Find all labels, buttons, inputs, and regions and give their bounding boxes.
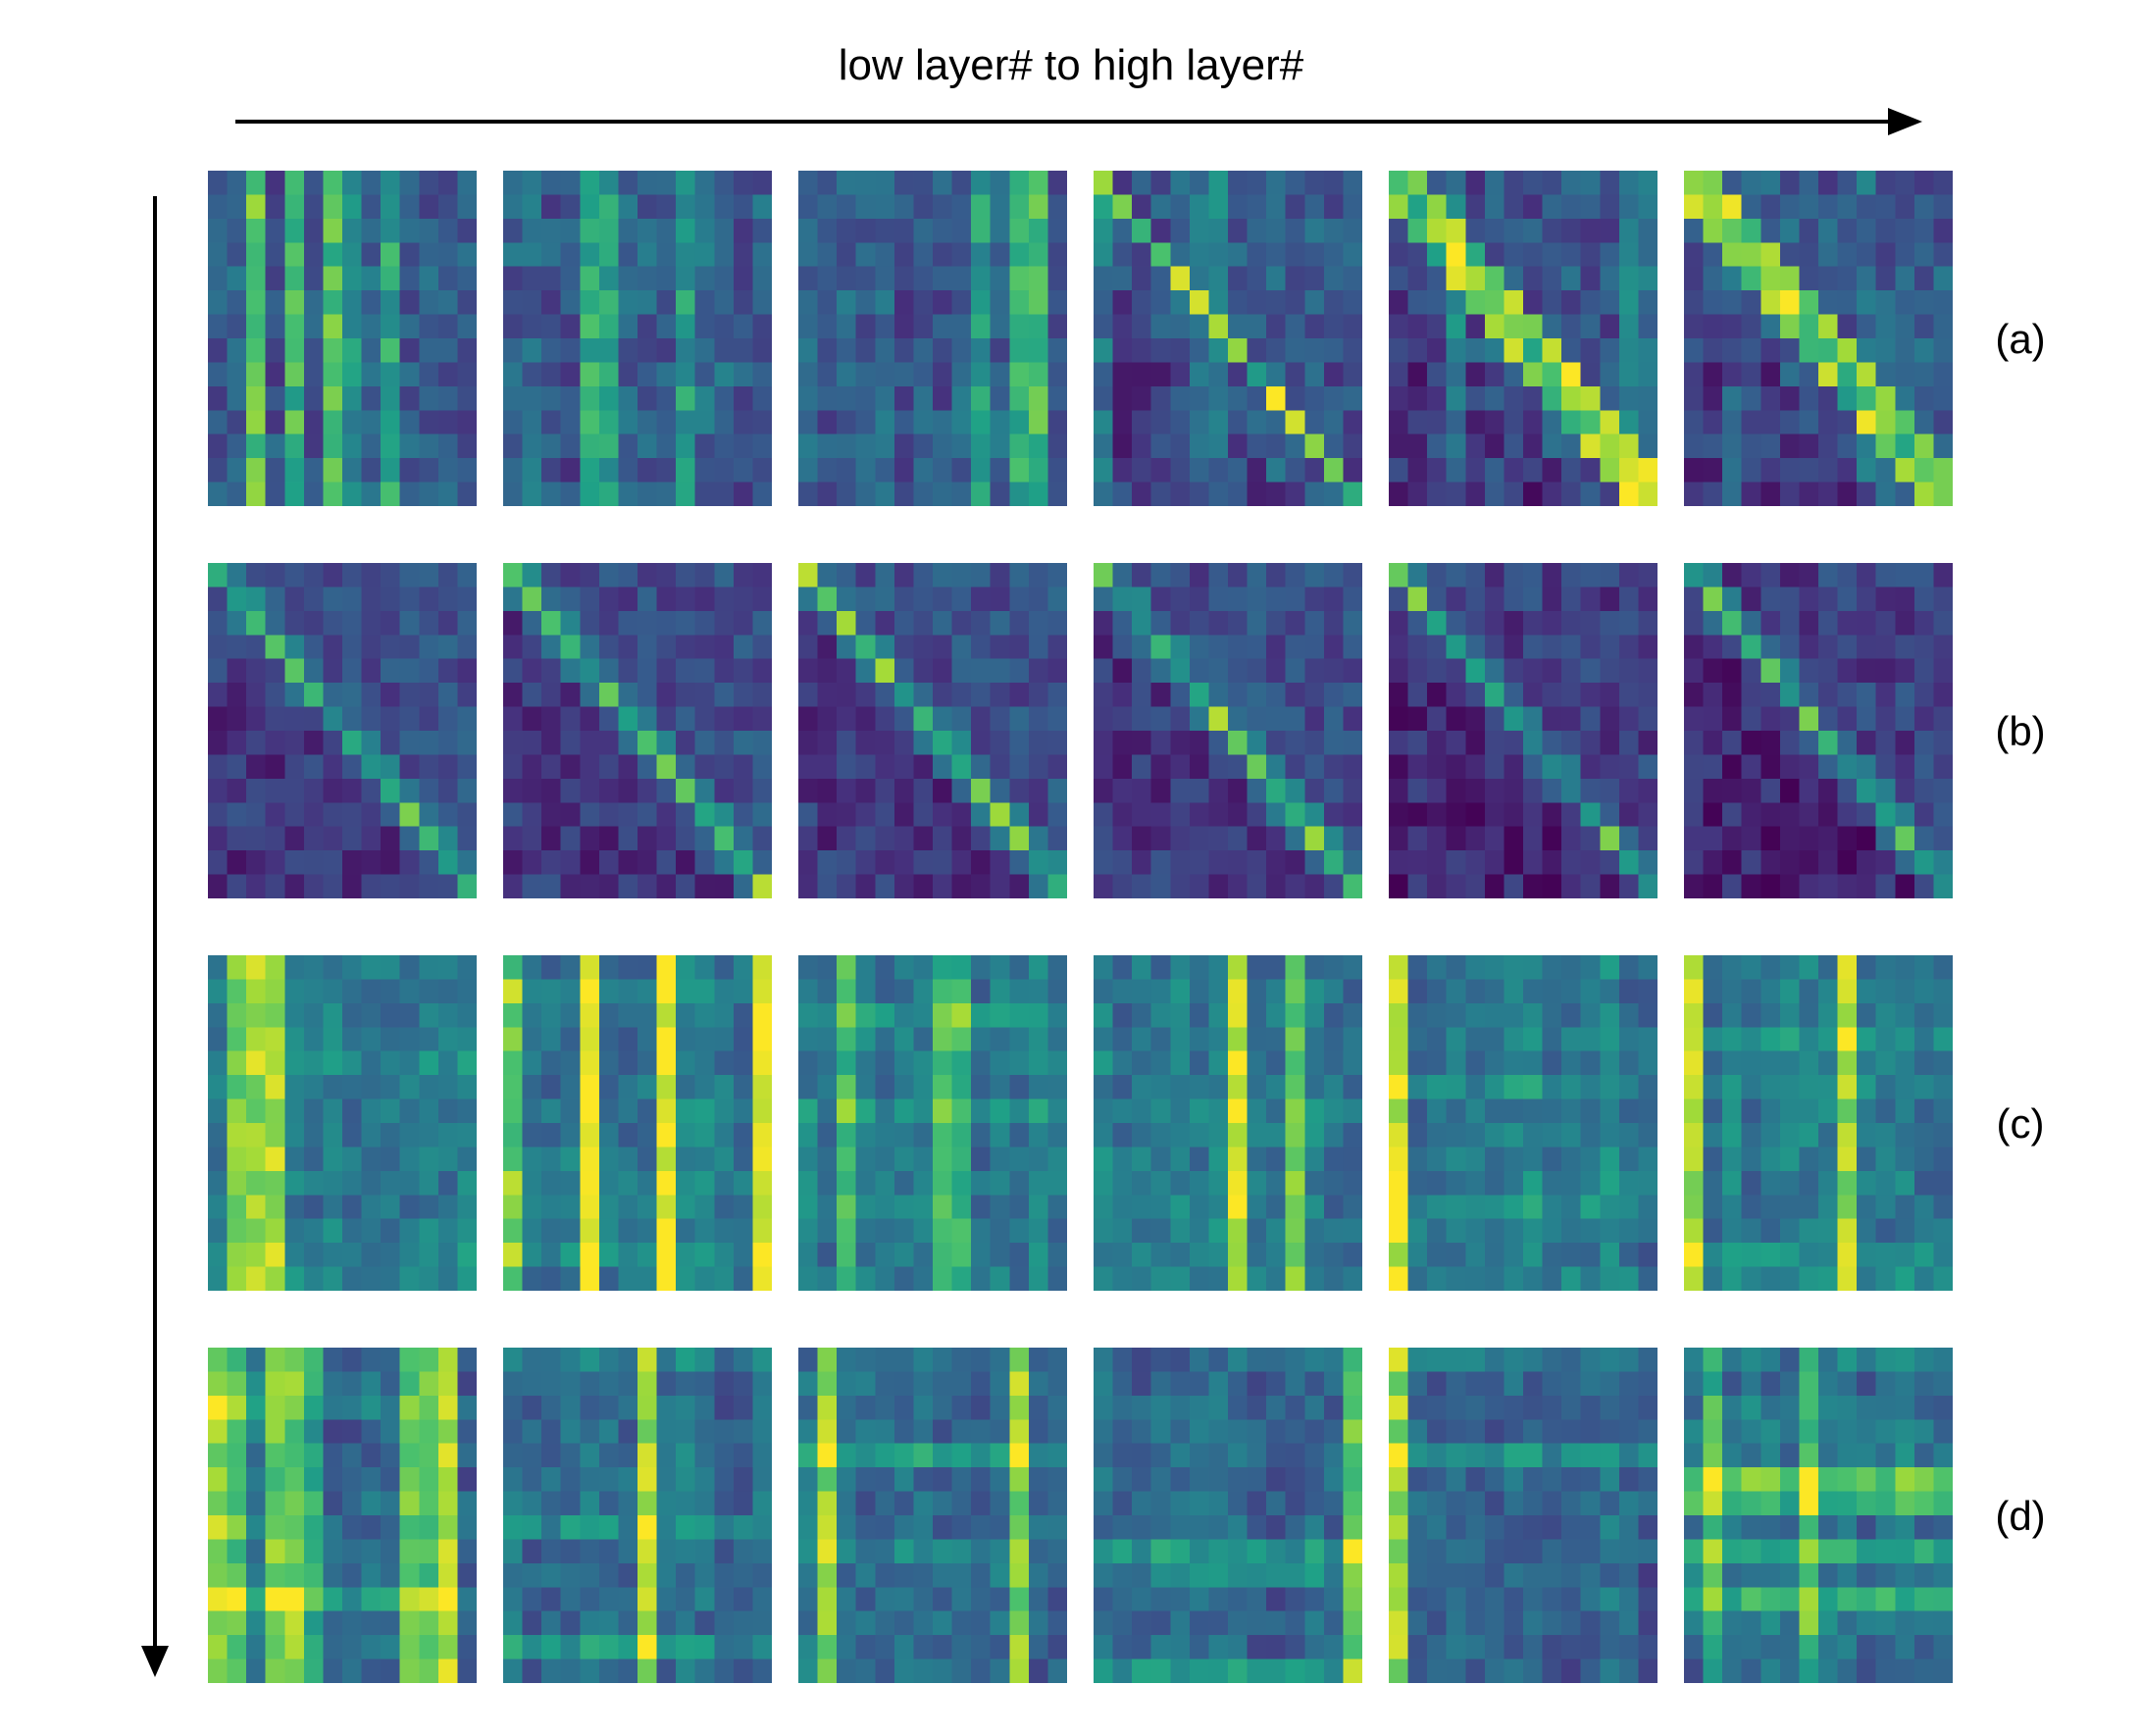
heatmap-b-5 <box>1389 563 1658 898</box>
heatmap-a-5 <box>1389 171 1658 506</box>
heatmap-c-1 <box>208 955 477 1291</box>
heatmap-c-6 <box>1684 955 1953 1291</box>
heatmap-d-3 <box>798 1348 1067 1683</box>
heatmap-b-3 <box>798 563 1067 898</box>
heatmap-a-2 <box>503 171 772 506</box>
heatmap-d-5 <box>1389 1348 1658 1683</box>
heatmap-a-3 <box>798 171 1067 506</box>
row-label-c: (c) <box>1996 1100 2045 1147</box>
heatmap-c-3 <box>798 955 1067 1291</box>
heatmap-c-5 <box>1389 955 1658 1291</box>
heatmap-d-4 <box>1094 1348 1362 1683</box>
heatmap-b-2 <box>503 563 772 898</box>
heatmap-a-4 <box>1094 171 1362 506</box>
heatmap-d-6 <box>1684 1348 1953 1683</box>
heatmap-a-1 <box>208 171 477 506</box>
heatmap-b-6 <box>1684 563 1953 898</box>
row-label-a: (a) <box>1995 316 2046 362</box>
page-title: low layer# to high layer# <box>838 41 1304 89</box>
vertical-arrow-icon <box>141 196 169 1677</box>
row-label-b: (b) <box>1995 708 2046 754</box>
heatmap-a-6 <box>1684 171 1953 506</box>
heatmap-c-4 <box>1094 955 1362 1291</box>
heatmap-b-4 <box>1094 563 1362 898</box>
heatmap-d-2 <box>503 1348 772 1683</box>
heatmap-d-1 <box>208 1348 477 1683</box>
row-label-d: (d) <box>1995 1493 2046 1539</box>
horizontal-arrow-icon <box>235 108 1922 135</box>
heatmap-c-2 <box>503 955 772 1291</box>
heatmap-b-1 <box>208 563 477 898</box>
